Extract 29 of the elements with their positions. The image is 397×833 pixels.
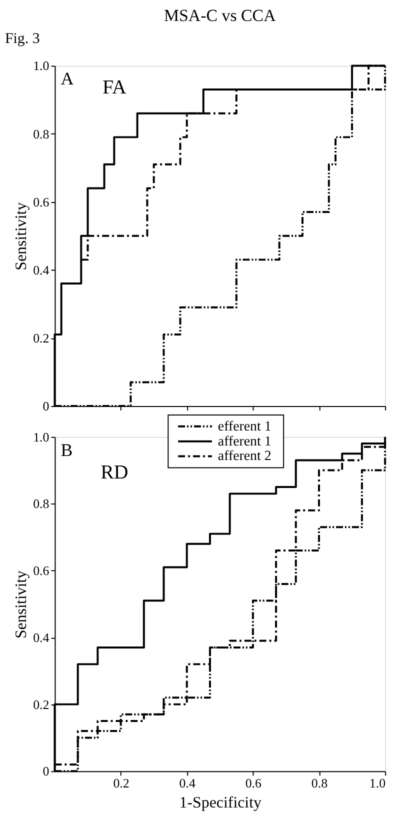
y-tick-label: 0.2 (33, 696, 50, 712)
annotation: B (60, 440, 73, 460)
annotation: RD (100, 462, 128, 484)
x-axis-title: 1-Specificity (179, 794, 262, 812)
y-axis-title: Sensitivity (13, 202, 30, 270)
y-tick-label: 0.4 (33, 262, 50, 278)
x-tick-label: 0.8 (311, 776, 328, 791)
y-tick-label: 0.6 (33, 194, 50, 210)
y-tick-label: 1.0 (33, 58, 50, 74)
y-tick-label: 0.2 (33, 330, 50, 346)
y-tick-label: 0.4 (33, 630, 50, 645)
y-tick-label: 0.8 (33, 126, 50, 142)
y-tick-label: 0 (42, 764, 50, 779)
y-tick-label: 0.6 (33, 563, 50, 578)
x-tick-label: 0.6 (245, 776, 262, 791)
legend-label: efferent 1 (218, 419, 272, 434)
legend-label: afferent 1 (218, 434, 272, 450)
annotation: A (60, 68, 74, 89)
x-tick-label: 0.2 (113, 776, 130, 791)
chart-title: MSA-C vs CCA (164, 6, 277, 25)
y-tick-label: 0 (42, 398, 50, 414)
annotation: FA (102, 76, 128, 99)
legend-label: afferent 2 (218, 449, 272, 464)
x-tick-label: 1.0 (369, 776, 386, 791)
y-tick-label: 1.0 (33, 429, 50, 444)
y-axis-title: Sensitivity (13, 570, 30, 639)
caption: Fig. 3 (4, 30, 40, 47)
y-tick-label: 0.8 (33, 496, 50, 512)
x-tick-label: 0.4 (179, 776, 196, 791)
